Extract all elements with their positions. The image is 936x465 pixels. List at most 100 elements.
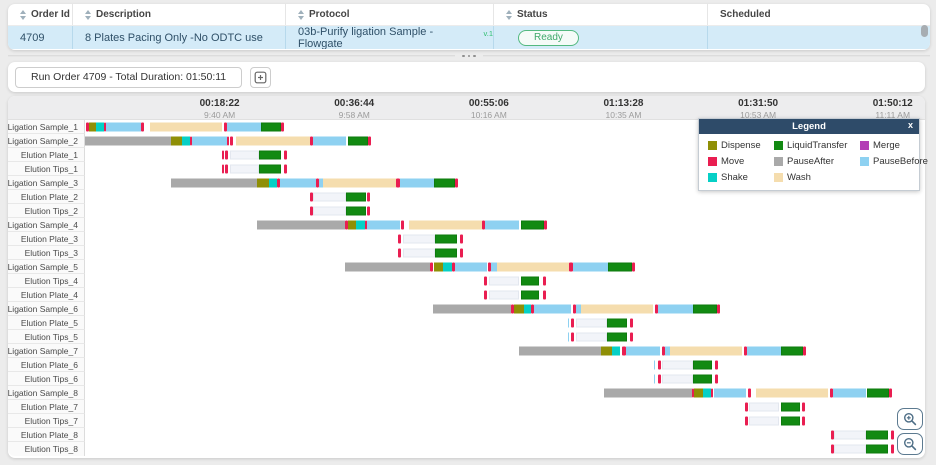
gantt-bar-move[interactable] [487, 262, 491, 272]
table-row[interactable]: 4709 8 Plates Pacing Only -No ODTC use 0… [8, 26, 930, 49]
gantt-bar-shake[interactable] [612, 346, 621, 356]
gantt-bar-shake[interactable] [523, 304, 532, 314]
gantt-bar-move[interactable] [86, 122, 89, 132]
gantt-bar-pausebefore[interactable] [657, 304, 693, 314]
gantt-bar-liquidtransfer[interactable] [346, 192, 366, 202]
gantt-bar-pausebefore[interactable] [106, 122, 141, 132]
gantt-bar-move[interactable] [657, 374, 661, 384]
gantt-bar-move[interactable] [830, 388, 834, 398]
gantt-bar-pauseafter[interactable] [432, 304, 512, 314]
drag-handle-icon[interactable] [455, 54, 483, 58]
gantt-bar-move[interactable] [309, 192, 313, 202]
gantt-bar-liquidtransfer[interactable] [607, 332, 628, 342]
gantt-bar-wait[interactable] [833, 430, 866, 440]
gantt-bar-pauseafter[interactable] [603, 388, 692, 398]
gantt-bar-shake[interactable] [356, 220, 365, 230]
gantt-bar-pausebefore[interactable] [653, 374, 656, 384]
gantt-bar-wait[interactable] [661, 374, 693, 384]
gantt-bar-liquidtransfer[interactable] [867, 388, 890, 398]
gantt-bar-move[interactable] [452, 262, 455, 272]
gantt-bar-liquidtransfer[interactable] [348, 136, 368, 146]
gantt-bar-wash[interactable] [236, 136, 311, 146]
gantt-bar-move[interactable] [744, 416, 748, 426]
gantt-bar-move[interactable] [284, 150, 288, 160]
gantt-bar-move[interactable] [573, 304, 577, 314]
gantt-bar-wait[interactable] [402, 234, 435, 244]
gantt-bar-dispense[interactable] [88, 122, 96, 132]
gantt-bar-pausebefore[interactable] [573, 262, 609, 272]
gantt-bar-move[interactable] [570, 332, 574, 342]
gantt-bar-pausebefore[interactable] [533, 304, 571, 314]
zoom-out-button[interactable] [897, 433, 923, 455]
gantt-bar-move[interactable] [544, 220, 548, 230]
gantt-bar-move[interactable] [531, 304, 534, 314]
gantt-bar-liquidtransfer[interactable] [608, 262, 633, 272]
gantt-bar-move[interactable] [511, 304, 515, 314]
gantt-bar-move[interactable] [225, 150, 228, 160]
gantt-bar-move[interactable] [483, 276, 487, 286]
gantt-bar-wash[interactable] [496, 262, 569, 272]
gantt-bar-wait[interactable] [661, 360, 693, 370]
gantt-bar-liquidtransfer[interactable] [607, 318, 628, 328]
gantt-bar-wait[interactable] [833, 444, 866, 454]
gantt-bar-pauseafter[interactable] [518, 346, 601, 356]
gantt-bar-pausebefore[interactable] [567, 318, 570, 328]
gantt-bar-move[interactable] [621, 346, 626, 356]
gantt-bar-dispense[interactable] [434, 262, 443, 272]
gantt-bar-move[interactable] [715, 374, 719, 384]
gantt-bar-wait[interactable] [313, 206, 347, 216]
gantt-bar-liquidtransfer[interactable] [346, 206, 366, 216]
gantt-bar-pausebefore[interactable] [280, 178, 316, 188]
gantt-bar-pausebefore[interactable] [192, 136, 227, 146]
gantt-bar-move[interactable] [141, 122, 145, 132]
gantt-bar-move[interactable] [632, 262, 636, 272]
panel-splitter[interactable] [8, 52, 930, 60]
gantt-bar-move[interactable] [482, 220, 486, 230]
gantt-bar-pausebefore[interactable] [366, 220, 400, 230]
gantt-bar-pausebefore[interactable] [747, 346, 782, 356]
gantt-bar-wait[interactable] [576, 318, 608, 328]
gantt-bar-pausebefore[interactable] [713, 388, 746, 398]
gantt-bar-move[interactable] [430, 262, 434, 272]
gantt-bar-move[interactable] [744, 402, 748, 412]
gantt-bar-move[interactable] [310, 136, 314, 146]
gantt-bar-move[interactable] [890, 430, 894, 440]
gantt-bar-shake[interactable] [268, 178, 277, 188]
gantt-bar-wash[interactable] [580, 304, 654, 314]
gantt-bar-move[interactable] [103, 122, 107, 132]
gantt-bar-wait[interactable] [748, 402, 780, 412]
gantt-bar-move[interactable] [568, 262, 573, 272]
gantt-bar-move[interactable] [691, 388, 694, 398]
zoom-in-button[interactable] [897, 408, 923, 430]
gantt-bar-dispense[interactable] [257, 178, 269, 188]
gantt-bar-move[interactable] [483, 290, 487, 300]
gantt-bar-liquidtransfer[interactable] [781, 416, 800, 426]
gantt-bar-liquidtransfer[interactable] [865, 444, 888, 454]
gantt-bar-move[interactable] [543, 290, 547, 300]
gantt-bar-move[interactable] [715, 360, 719, 370]
gantt-bar-wash[interactable] [409, 220, 482, 230]
gantt-bar-move[interactable] [570, 318, 574, 328]
gantt-bar-liquidtransfer[interactable] [521, 290, 540, 300]
close-icon[interactable]: x [907, 120, 913, 130]
gantt-bar-move[interactable] [190, 136, 193, 146]
gantt-bar-shake[interactable] [442, 262, 453, 272]
gantt-bar-pausebefore[interactable] [313, 136, 347, 146]
gantt-bar-move[interactable] [460, 248, 464, 258]
gantt-bar-liquidtransfer[interactable] [521, 276, 540, 286]
column-header-status[interactable]: Status [493, 4, 707, 25]
gantt-bar-pausebefore[interactable] [833, 388, 866, 398]
gantt-bar-move[interactable] [802, 402, 806, 412]
gantt-bar-move[interactable] [460, 234, 464, 244]
gantt-bar-wash[interactable] [755, 388, 829, 398]
gantt-bar-move[interactable] [226, 136, 230, 146]
gantt-bar-move[interactable] [367, 206, 371, 216]
gantt-bar-move[interactable] [629, 318, 633, 328]
legend-header[interactable]: Legend x [699, 119, 919, 134]
gantt-bar-move[interactable] [367, 136, 371, 146]
gantt-bar-move[interactable] [397, 234, 401, 244]
gantt-bar-liquidtransfer[interactable] [434, 248, 457, 258]
gantt-bar-liquidtransfer[interactable] [434, 234, 457, 244]
gantt-bar-pausebefore[interactable] [399, 178, 435, 188]
gantt-bar-move[interactable] [230, 136, 233, 146]
